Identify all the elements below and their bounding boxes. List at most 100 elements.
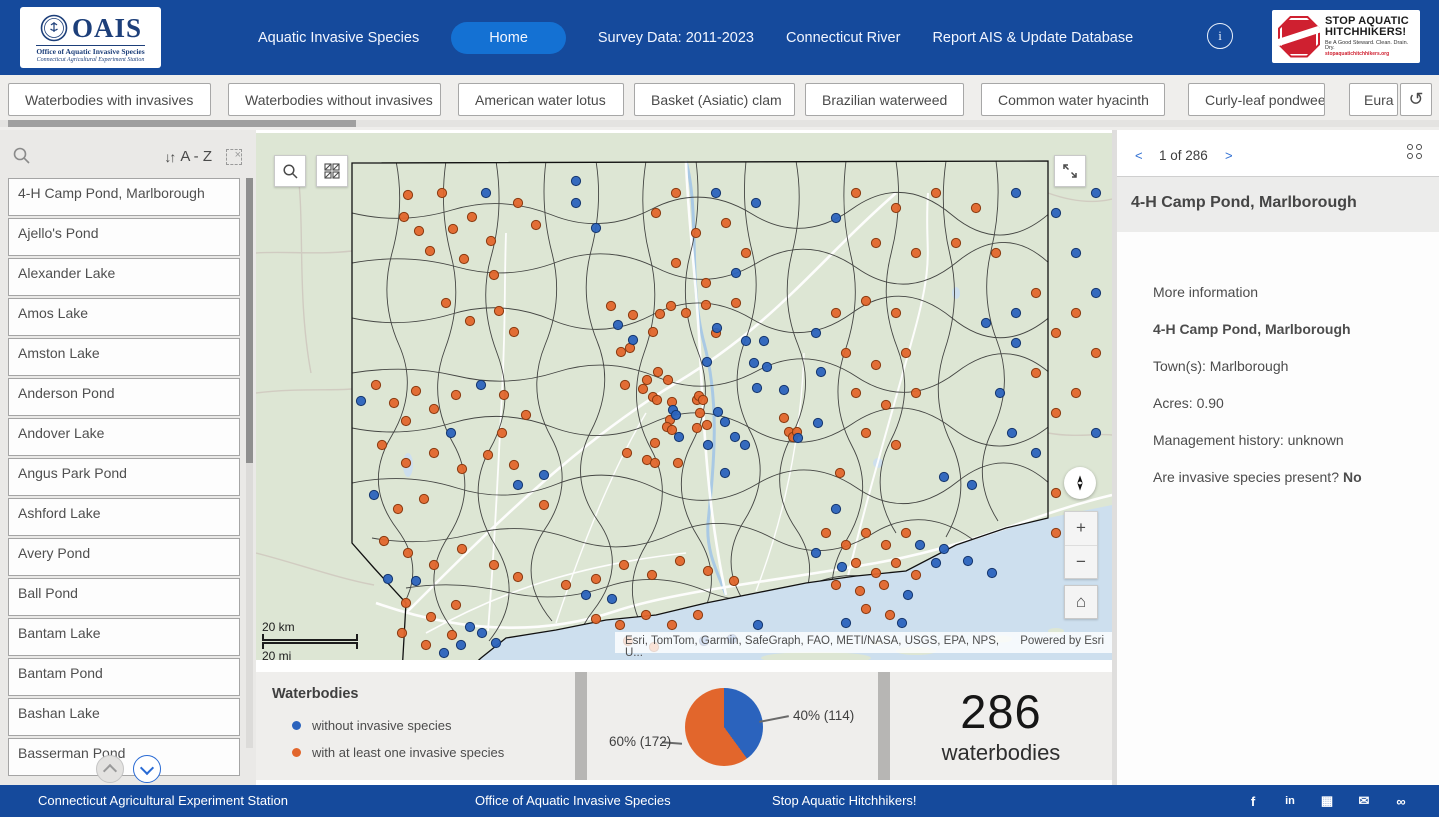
- map-point-with-invasives[interactable]: [447, 223, 459, 235]
- map-point-with-invasives[interactable]: [850, 387, 862, 399]
- filter-brazilian-waterweed[interactable]: Brazilian waterweed: [805, 83, 964, 116]
- map-point-without-invasives[interactable]: [480, 187, 492, 199]
- map-point-with-invasives[interactable]: [672, 457, 684, 469]
- list-item[interactable]: Anderson Pond: [8, 378, 240, 416]
- map-point-with-invasives[interactable]: [488, 559, 500, 571]
- map-point-with-invasives[interactable]: [890, 307, 902, 319]
- map-point-without-invasives[interactable]: [1090, 427, 1102, 439]
- filter-scrollbar-track[interactable]: [0, 120, 1439, 127]
- map-point-without-invasives[interactable]: [729, 431, 741, 443]
- map-point-without-invasives[interactable]: [739, 439, 751, 451]
- map-point-with-invasives[interactable]: [1090, 347, 1102, 359]
- map-search-button[interactable]: [274, 155, 306, 187]
- list-item[interactable]: Bashan Lake: [8, 698, 240, 736]
- map-point-with-invasives[interactable]: [701, 419, 713, 431]
- footer-caes-link[interactable]: Connecticut Agricultural Experiment Stat…: [38, 793, 289, 808]
- sort-a-z-control[interactable]: ↓↑ A - Z: [164, 148, 212, 165]
- filter-scrollbar-thumb[interactable]: [8, 120, 356, 127]
- map-point-with-invasives[interactable]: [400, 457, 412, 469]
- map-point-with-invasives[interactable]: [428, 403, 440, 415]
- map-point-with-invasives[interactable]: [650, 207, 662, 219]
- map-point-with-invasives[interactable]: [694, 407, 706, 419]
- oais-logo[interactable]: OAIS Office of Aquatic Invasive Species …: [20, 7, 161, 68]
- map-point-without-invasives[interactable]: [986, 567, 998, 579]
- map-point-with-invasives[interactable]: [870, 359, 882, 371]
- map-point-with-invasives[interactable]: [496, 427, 508, 439]
- map-point-with-invasives[interactable]: [590, 573, 602, 585]
- map-point-with-invasives[interactable]: [880, 539, 892, 551]
- nav-report-ais[interactable]: Report AIS & Update Database: [932, 29, 1134, 46]
- email-icon[interactable]: ✉: [1358, 793, 1370, 808]
- map-point-without-invasives[interactable]: [570, 175, 582, 187]
- map-point-with-invasives[interactable]: [700, 277, 712, 289]
- map-point-with-invasives[interactable]: [690, 227, 702, 239]
- map-point-with-invasives[interactable]: [900, 347, 912, 359]
- map-point-with-invasives[interactable]: [680, 307, 692, 319]
- map-point-without-invasives[interactable]: [778, 384, 790, 396]
- map-point-without-invasives[interactable]: [836, 561, 848, 573]
- map-point-with-invasives[interactable]: [418, 493, 430, 505]
- map-point-with-invasives[interactable]: [728, 575, 740, 587]
- map-point-with-invasives[interactable]: [730, 297, 742, 309]
- map-point-without-invasives[interactable]: [710, 187, 722, 199]
- legend-item-with[interactable]: with at least one invasive species: [292, 745, 504, 760]
- map-point-with-invasives[interactable]: [654, 308, 666, 320]
- map-point-without-invasives[interactable]: [994, 387, 1006, 399]
- map-point-without-invasives[interactable]: [740, 335, 752, 347]
- map-point-with-invasives[interactable]: [400, 597, 412, 609]
- map-point-without-invasives[interactable]: [476, 627, 488, 639]
- info-icon[interactable]: i: [1207, 23, 1233, 49]
- basemap-gallery-button[interactable]: [316, 155, 348, 187]
- map-point-without-invasives[interactable]: [815, 366, 827, 378]
- map-point-without-invasives[interactable]: [410, 575, 422, 587]
- map-point-with-invasives[interactable]: [456, 463, 468, 475]
- map-point-without-invasives[interactable]: [962, 555, 974, 567]
- map-point-without-invasives[interactable]: [438, 647, 450, 659]
- map-point-without-invasives[interactable]: [590, 222, 602, 234]
- fullscreen-expand-button[interactable]: [1054, 155, 1086, 187]
- map-point-without-invasives[interactable]: [748, 357, 760, 369]
- list-item[interactable]: Amos Lake: [8, 298, 240, 336]
- map-point-with-invasives[interactable]: [878, 579, 890, 591]
- map-point-without-invasives[interactable]: [914, 539, 926, 551]
- map-point-without-invasives[interactable]: [1050, 207, 1062, 219]
- map-point-with-invasives[interactable]: [392, 503, 404, 515]
- list-item[interactable]: Bantam Lake: [8, 618, 240, 656]
- map-point-without-invasives[interactable]: [702, 439, 714, 451]
- map-point-with-invasives[interactable]: [720, 217, 732, 229]
- map-point-with-invasives[interactable]: [446, 629, 458, 641]
- map-point-without-invasives[interactable]: [830, 503, 842, 515]
- map-point-without-invasives[interactable]: [966, 479, 978, 491]
- map-point-without-invasives[interactable]: [455, 639, 467, 651]
- filter-common-water-hyacinth[interactable]: Common water hyacinth: [981, 83, 1165, 116]
- map-point-with-invasives[interactable]: [512, 571, 524, 583]
- list-item[interactable]: Alexander Lake: [8, 258, 240, 296]
- map-point-with-invasives[interactable]: [662, 374, 674, 386]
- zoom-in-button[interactable]: +: [1065, 512, 1097, 546]
- nav-connecticut-river[interactable]: Connecticut River: [786, 29, 901, 46]
- nav-aquatic-invasive-species[interactable]: Aquatic Invasive Species: [258, 29, 420, 46]
- footer-stop-link[interactable]: Stop Aquatic Hitchhikers!: [772, 793, 917, 808]
- map-point-with-invasives[interactable]: [910, 387, 922, 399]
- linkedin-icon[interactable]: in: [1285, 795, 1295, 807]
- map-point-without-invasives[interactable]: [902, 589, 914, 601]
- map-point-without-invasives[interactable]: [570, 197, 582, 209]
- map-point-without-invasives[interactable]: [1030, 447, 1042, 459]
- zoom-out-button[interactable]: −: [1076, 551, 1086, 571]
- map-point-with-invasives[interactable]: [778, 412, 790, 424]
- map-point-with-invasives[interactable]: [697, 394, 709, 406]
- filter-waterbodies-with-invasives[interactable]: Waterbodies with invasives: [8, 83, 211, 116]
- map-point-with-invasives[interactable]: [860, 295, 872, 307]
- map-point-without-invasives[interactable]: [980, 317, 992, 329]
- map-point-without-invasives[interactable]: [475, 379, 487, 391]
- map-point-without-invasives[interactable]: [810, 327, 822, 339]
- map-point-with-invasives[interactable]: [413, 225, 425, 237]
- map-point-with-invasives[interactable]: [652, 366, 664, 378]
- map-point-with-invasives[interactable]: [1050, 407, 1062, 419]
- list-scrollbar-thumb[interactable]: [246, 178, 253, 463]
- map-point-with-invasives[interactable]: [466, 211, 478, 223]
- map-point-without-invasives[interactable]: [464, 621, 476, 633]
- list-item[interactable]: Ball Pond: [8, 578, 240, 616]
- map-point-with-invasives[interactable]: [990, 247, 1002, 259]
- map-point-with-invasives[interactable]: [930, 187, 942, 199]
